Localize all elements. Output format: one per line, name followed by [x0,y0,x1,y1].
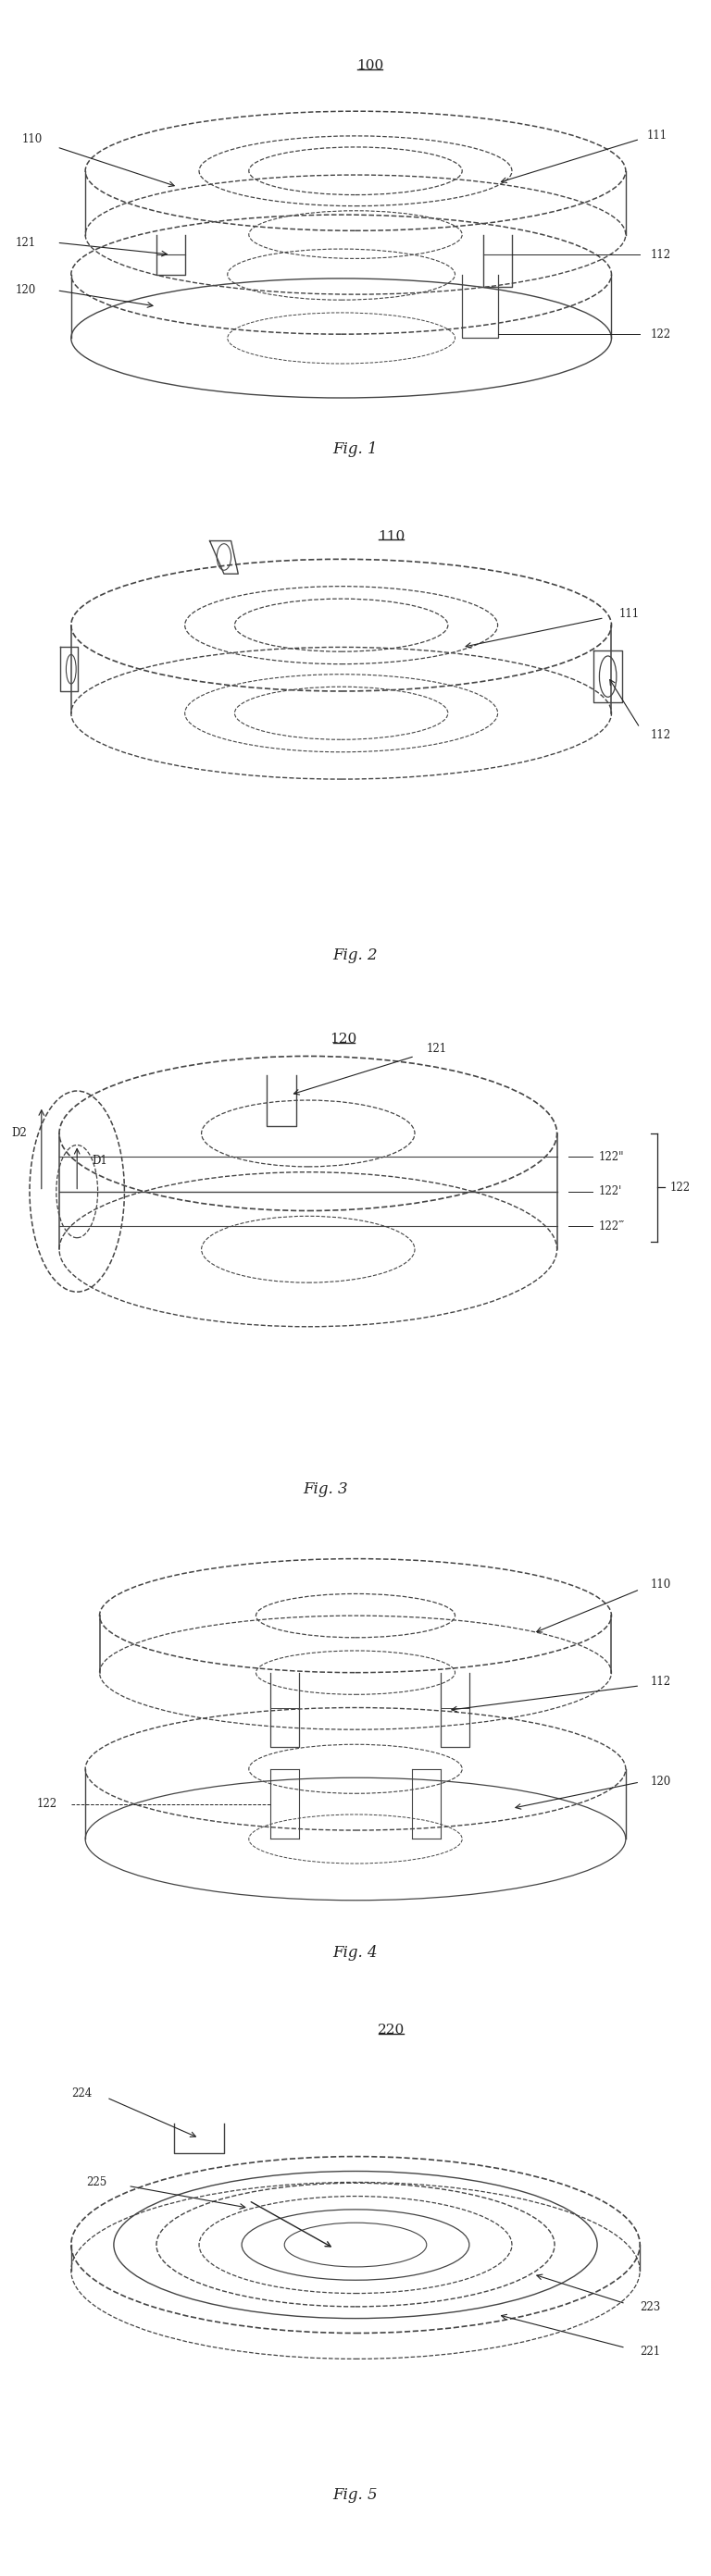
Text: 224: 224 [72,2089,92,2099]
Text: Fig. 4: Fig. 4 [333,1945,378,1960]
Text: 100: 100 [356,59,383,72]
Text: 120: 120 [15,283,36,296]
Text: 112: 112 [651,1674,671,1687]
Text: Fig. 1: Fig. 1 [333,440,378,459]
Text: 120: 120 [330,1033,357,1046]
Text: 122: 122 [651,327,671,340]
Text: D2: D2 [11,1128,27,1139]
Text: 112: 112 [651,729,671,742]
Text: 120: 120 [651,1775,671,1788]
Text: 112: 112 [651,247,671,260]
Text: 122: 122 [670,1182,690,1193]
Text: 225: 225 [86,2177,107,2187]
Text: 111: 111 [647,129,668,142]
Text: D1: D1 [92,1154,107,1167]
Text: Fig. 5: Fig. 5 [333,2488,378,2504]
Text: 220: 220 [378,2025,405,2038]
Text: 121: 121 [15,237,36,250]
Text: 110: 110 [378,531,405,544]
Text: 122": 122" [599,1151,624,1162]
Text: 223: 223 [640,2300,661,2313]
Text: Fig. 2: Fig. 2 [333,948,378,963]
Text: 122‴: 122‴ [599,1221,624,1231]
Text: 122: 122 [36,1798,57,1811]
Text: 121: 121 [427,1043,447,1054]
Text: 122': 122' [599,1185,622,1198]
Text: 110: 110 [651,1579,671,1592]
Text: Fig. 3: Fig. 3 [304,1481,348,1497]
Text: 110: 110 [22,134,43,144]
Text: 221: 221 [640,2347,661,2357]
Text: 111: 111 [619,608,639,621]
